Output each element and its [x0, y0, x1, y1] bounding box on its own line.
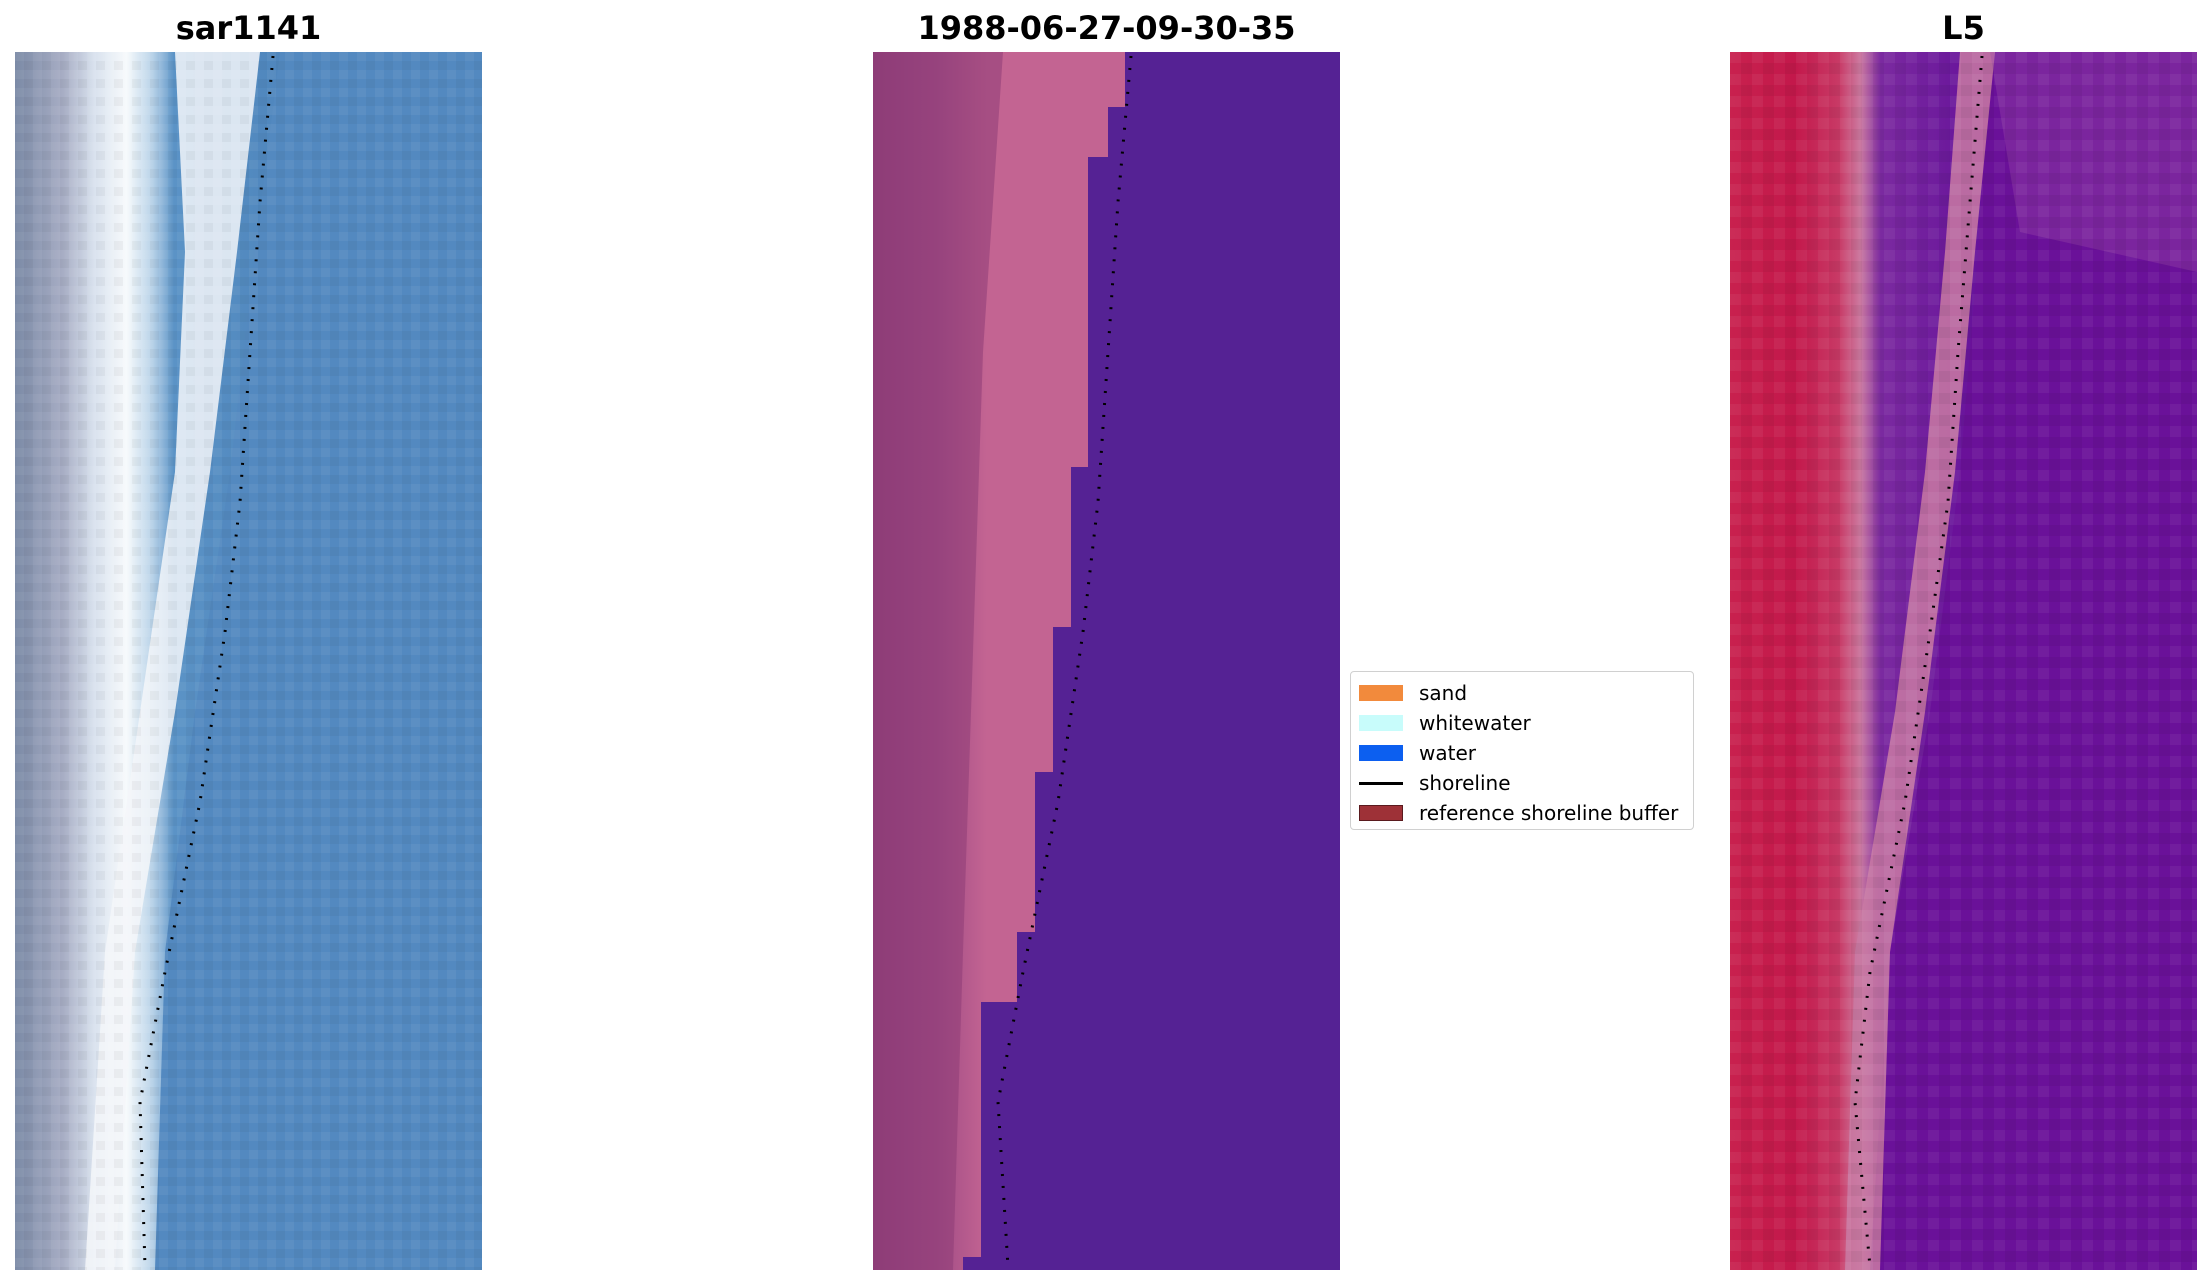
- legend-label: sand: [1419, 681, 1468, 705]
- classified-image-canvas: [873, 52, 1340, 1270]
- panel-title-date: 1988-06-27-09-30-35: [917, 9, 1296, 47]
- rgb-image-canvas: [15, 52, 482, 1270]
- legend-item-shoreline: shoreline: [1359, 768, 1685, 798]
- legend-label: shoreline: [1419, 771, 1511, 795]
- sand-swatch-icon: [1359, 685, 1403, 701]
- mndwi-image-canvas: [1730, 52, 2197, 1270]
- shoreline-line-icon: [1359, 775, 1403, 791]
- buffer-swatch-icon: [1359, 805, 1403, 821]
- legend-label: whitewater: [1419, 711, 1531, 735]
- legend-label: water: [1419, 741, 1476, 765]
- legend: sand whitewater water shoreline referenc…: [1350, 671, 1694, 830]
- legend-label: reference shoreline buffer: [1419, 801, 1679, 825]
- legend-item-reference-shoreline-buffer: reference shoreline buffer: [1359, 798, 1685, 828]
- legend-item-whitewater: whitewater: [1359, 708, 1685, 738]
- mndwi-image: [1730, 52, 2197, 1270]
- water-swatch-icon: [1359, 745, 1403, 761]
- legend-item-water: water: [1359, 738, 1685, 768]
- panel-title-satellite: L5: [1942, 9, 1985, 47]
- satellite-rgb-image: [15, 52, 482, 1270]
- legend-item-sand: sand: [1359, 678, 1685, 708]
- whitewater-swatch-icon: [1359, 715, 1403, 731]
- classified-image: [873, 52, 1340, 1270]
- panel-title-rgb: sar1141: [175, 9, 322, 47]
